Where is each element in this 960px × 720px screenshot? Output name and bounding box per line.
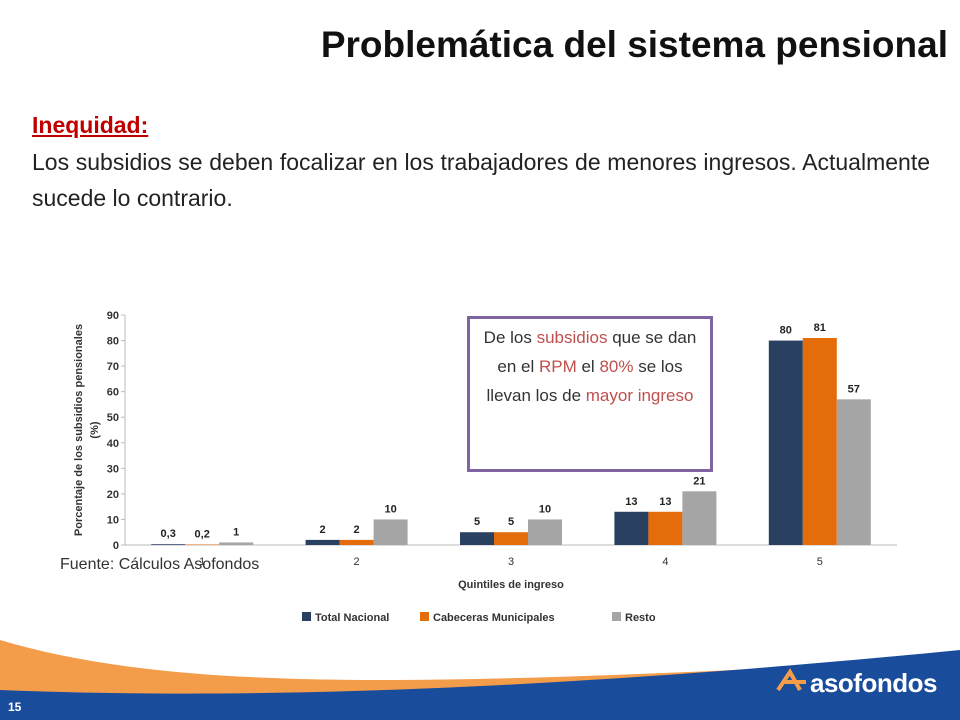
bar (460, 532, 494, 545)
bar (185, 544, 220, 545)
value-label: 10 (539, 503, 551, 515)
value-label: 13 (659, 496, 671, 508)
value-label: 5 (508, 516, 514, 528)
y-tick-label: 10 (107, 514, 119, 526)
y-axis-label: (%) (89, 421, 101, 438)
x-tick-label: 1 (199, 556, 205, 568)
callout-text: que se dan en el (497, 328, 697, 376)
y-axis-label: Porcentaje de los subsidios pensionales (73, 324, 85, 536)
callout-text: RPM (538, 357, 577, 376)
value-label: 13 (625, 496, 637, 508)
bar (614, 511, 649, 545)
y-tick-label: 20 (107, 489, 119, 501)
logo-icon (776, 668, 806, 692)
logo: asofondos (810, 668, 937, 698)
bar (305, 539, 340, 545)
legend-label: Total Nacional (315, 612, 389, 624)
x-tick-label: 2 (354, 556, 360, 568)
legend-swatch (420, 612, 429, 621)
y-tick-label: 40 (107, 438, 119, 450)
value-label: 5 (474, 516, 480, 528)
value-label: 57 (848, 383, 860, 395)
bar (219, 542, 254, 545)
footer-band (0, 650, 960, 720)
y-tick-label: 60 (107, 387, 119, 399)
y-tick-label: 80 (107, 336, 119, 348)
legend-swatch (302, 612, 311, 621)
y-tick-label: 70 (107, 361, 119, 373)
y-tick-label: 50 (107, 412, 119, 424)
callout-text: 80% (599, 357, 634, 376)
bar (528, 519, 562, 545)
x-axis-label: Quintiles de ingreso (458, 579, 564, 591)
value-label: 21 (693, 475, 705, 487)
callout-text: subsidios (536, 328, 608, 347)
x-tick-label: 5 (817, 556, 823, 568)
bar (151, 544, 186, 545)
x-tick-label: 4 (662, 556, 668, 568)
bar (802, 338, 837, 545)
callout: De los subsidios que se dan en el RPM el… (467, 316, 713, 472)
value-label: 0,3 (161, 528, 176, 540)
bar (682, 491, 717, 545)
value-label: 2 (320, 524, 326, 536)
source: Fuente: Cálculos Asofondos (60, 556, 260, 573)
body-text: Los subsidios se deben focalizar en los … (32, 149, 930, 211)
y-tick-label: 30 (107, 463, 119, 475)
callout-text: mayor ingreso (585, 386, 694, 405)
value-label: 1 (233, 526, 239, 538)
callout-text: se los llevan los de (486, 357, 683, 405)
bar (494, 532, 528, 545)
bar (836, 399, 871, 545)
page-number: 15 (8, 700, 22, 714)
value-label: 10 (384, 503, 396, 515)
slide-title: Problemática del sistema pensional (320, 24, 948, 65)
bar (768, 340, 803, 545)
legend-swatch (612, 612, 621, 621)
value-label: 0,2 (195, 528, 210, 540)
value-label: 80 (780, 325, 792, 337)
callout-text: el (576, 357, 600, 376)
bar (339, 539, 374, 545)
heading: Inequidad: (32, 112, 149, 138)
value-label: 2 (354, 524, 360, 536)
bar (373, 519, 408, 545)
y-tick-label: 90 (107, 310, 119, 322)
legend-label: Resto (625, 612, 656, 624)
value-label: 81 (814, 322, 826, 334)
x-tick-label: 3 (508, 556, 514, 568)
y-tick-label: 0 (113, 540, 119, 552)
callout-text: De los (483, 328, 537, 347)
legend-label: Cabeceras Municipales (433, 612, 555, 624)
bar (648, 511, 683, 545)
